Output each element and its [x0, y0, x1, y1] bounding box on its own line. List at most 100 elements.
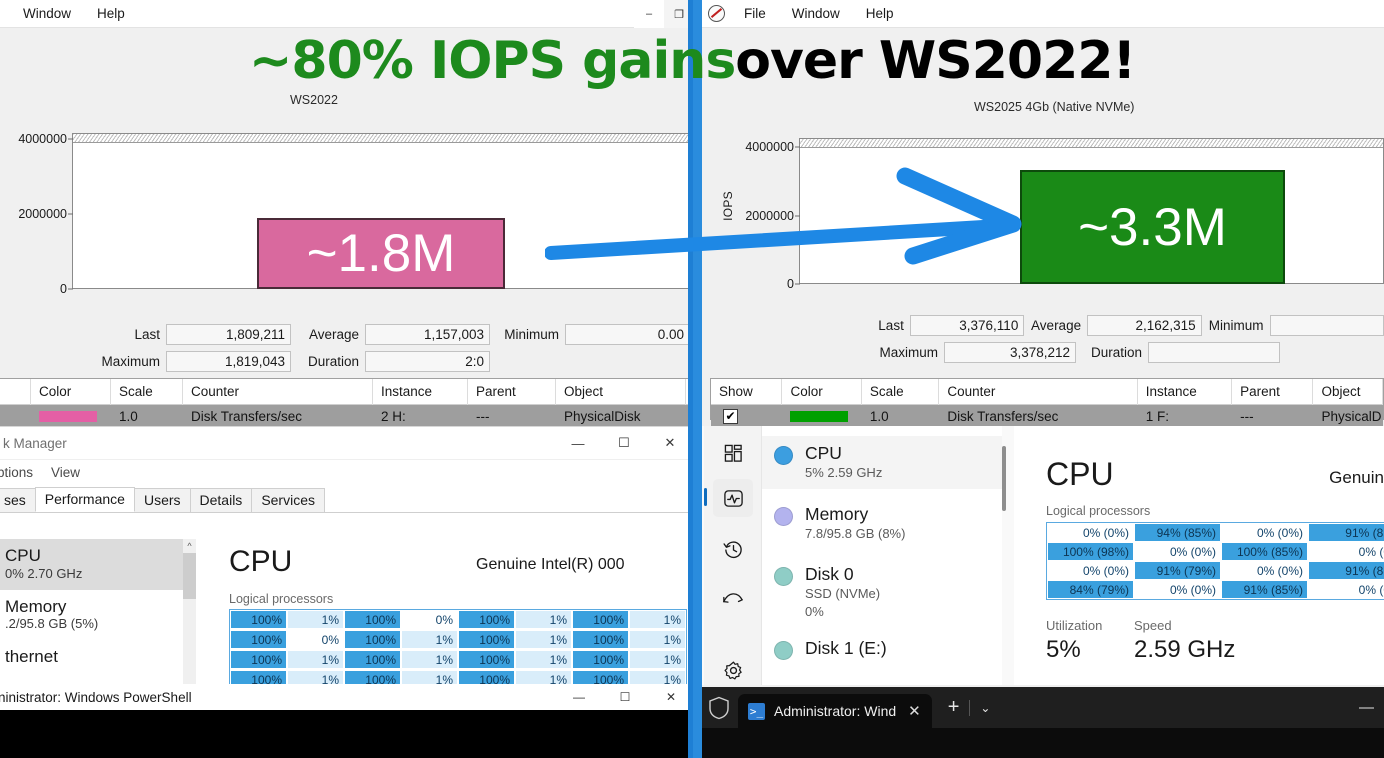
scrollbar-thumb[interactable]: [183, 553, 196, 599]
cell-show[interactable]: [0, 405, 31, 428]
value-maximum[interactable]: 1,819,043: [166, 351, 291, 372]
close-button[interactable]: ✕: [664, 435, 676, 450]
value-average[interactable]: 1,157,003: [365, 324, 490, 345]
col-show[interactable]: w: [0, 378, 31, 405]
value-minimum[interactable]: 0.00: [565, 324, 690, 345]
processes-icon-button[interactable]: [713, 434, 753, 472]
col-scale[interactable]: Scale: [111, 378, 183, 405]
value-duration[interactable]: [1148, 342, 1280, 363]
left-cpu-heading: CPU: [229, 545, 293, 578]
new-tab-button[interactable]: +: [947, 696, 960, 718]
left-ps-output[interactable]: 32,g0,34,g0,36,g0,38,g0,40,g0,42,g0,44,g…: [0, 710, 694, 758]
menu-window[interactable]: Window: [791, 6, 840, 21]
col-object[interactable]: Object: [556, 378, 686, 405]
col-parent[interactable]: Parent: [468, 378, 556, 405]
minimize-button[interactable]: —: [571, 435, 585, 451]
list-item-disk0[interactable]: Disk 0 SSD (NVMe) 0%: [762, 557, 1002, 627]
col-instance[interactable]: Instance: [1138, 378, 1233, 405]
counter-table-header: w Color Scale Counter Instance Parent Ob…: [0, 378, 693, 405]
maximize-button[interactable]: ☐: [618, 435, 630, 450]
close-button[interactable]: ✕: [665, 690, 677, 704]
maximize-button[interactable]: ☐: [619, 690, 631, 704]
right-logical-processors-grid: 0% (0%) 94% (85%) 0% (0%) 91% (85 100% (…: [1046, 522, 1384, 600]
value-minimum[interactable]: [1269, 315, 1384, 336]
tab-processes[interactable]: ses: [0, 488, 36, 512]
col-instance[interactable]: Instance: [373, 378, 468, 405]
label-last: Last: [134, 327, 160, 342]
cell-parent: ---: [476, 409, 490, 424]
tab-users[interactable]: Users: [133, 488, 191, 512]
right-tm-resource-list: CPU 5% 2.59 GHz Memory 7.8/95.8 GB (8%) …: [762, 426, 1002, 685]
col-object[interactable]: Object: [1313, 378, 1383, 405]
lp-cell: 0% (0%): [1134, 580, 1221, 599]
stats-row-1: Last 3,376,110 Average 2,162,315 Minimum: [694, 315, 1384, 336]
tab-details[interactable]: Details: [189, 488, 253, 512]
cell-color: [782, 405, 861, 428]
left-tm-sidebar-scrollbar[interactable]: ^: [183, 539, 196, 686]
settings-icon-button[interactable]: [713, 651, 753, 689]
menu-help[interactable]: Help: [865, 6, 894, 21]
tab-performance[interactable]: Performance: [34, 487, 135, 512]
right-perfmon-stats: Last 3,376,110 Average 2,162,315 Minimum…: [694, 315, 1384, 369]
menu-window[interactable]: Window: [23, 6, 72, 21]
value-last[interactable]: 3,376,110: [909, 315, 1025, 336]
menu-view[interactable]: View: [51, 465, 81, 480]
tab-services[interactable]: Services: [251, 488, 325, 512]
value-last[interactable]: 1,809,211: [166, 324, 291, 345]
value-average[interactable]: 2,162,315: [1087, 315, 1202, 336]
minimize-button[interactable]: –: [634, 0, 664, 28]
value-maximum[interactable]: 3,378,212: [944, 342, 1076, 363]
cell-show[interactable]: ✔: [711, 405, 782, 428]
menu-options[interactable]: ptions: [0, 465, 34, 480]
right-wt-output[interactable]: Starting diskspd instances...: [694, 728, 1384, 758]
terminal-tab-active[interactable]: >_ Administrator: Wind ✕: [738, 694, 932, 728]
list-item-memory[interactable]: Memory 7.8/95.8 GB (8%): [762, 497, 1002, 550]
lp-cell: 1%: [629, 610, 686, 629]
y-tick-2000000: 2000000: [745, 209, 794, 223]
startup-apps-icon-button[interactable]: [713, 579, 753, 617]
list-item-disk1[interactable]: Disk 1 (E:): [762, 631, 1002, 667]
col-show[interactable]: Show: [711, 378, 783, 405]
menu-help[interactable]: Help: [97, 6, 125, 21]
counter-table-row[interactable]: ✔ 1.0 Disk Transfers/sec 1 F: --- Physic…: [711, 405, 1383, 428]
chevron-down-icon[interactable]: ⌄: [980, 700, 991, 715]
counter-table-row[interactable]: 1.0 Disk Transfers/sec 2 H: --- Physical…: [0, 405, 693, 428]
col-parent[interactable]: Parent: [1232, 378, 1314, 405]
sidebar-item-cpu[interactable]: CPU 0% 2.70 GHz: [0, 539, 183, 590]
scroll-up-icon[interactable]: ^: [187, 541, 192, 551]
right-tm-rail: [704, 426, 762, 685]
plot-top-hatch: [73, 134, 694, 143]
col-counter[interactable]: Counter: [183, 378, 373, 405]
lp-cell: 1%: [515, 610, 572, 629]
cell-object: PhysicalDisk: [564, 409, 641, 424]
close-tab-icon[interactable]: ✕: [908, 703, 921, 720]
left-chart-plot: 4000000 2000000 0 ~1.8M: [18, 132, 694, 296]
col-color[interactable]: Color: [782, 378, 862, 405]
col-counter[interactable]: Counter: [939, 378, 1138, 405]
headline-annotation: ~80% IOPS gains over WS2022!: [0, 28, 1384, 94]
value-duration[interactable]: 2:0: [365, 351, 490, 372]
lp-cell: 91% (85%): [1221, 580, 1308, 599]
show-checkbox[interactable]: ✔: [723, 409, 738, 424]
pane-splitter: [688, 0, 702, 758]
app-history-icon-button[interactable]: [713, 530, 753, 568]
list-disk0-title: Disk 0: [805, 564, 854, 585]
list-item-cpu[interactable]: CPU 5% 2.59 GHz: [762, 436, 1002, 489]
cell-color: [31, 405, 111, 428]
sidebar-item-ethernet[interactable]: thernet: [0, 640, 183, 676]
disk0-dot-icon: [774, 567, 793, 587]
left-tm-window-buttons: — ☐ ✕: [555, 427, 693, 459]
shield-icon[interactable]: [708, 696, 730, 720]
col-scale[interactable]: Scale: [862, 378, 940, 405]
menu-file[interactable]: File: [744, 6, 766, 21]
performance-icon-button[interactable]: [713, 479, 753, 517]
lp-cell: 100% (98%): [1047, 542, 1134, 561]
right-tm-list-scrollbar[interactable]: [1002, 446, 1006, 511]
y-tick-4000000: 4000000: [18, 132, 67, 146]
col-color[interactable]: Color: [31, 378, 111, 405]
sidebar-item-memory[interactable]: Memory .2/95.8 GB (5%): [0, 590, 183, 641]
minimize-button[interactable]: —: [573, 690, 585, 704]
minimize-button[interactable]: —: [1359, 699, 1374, 716]
lp-cell: 1%: [287, 610, 344, 629]
lp-cell: 84% (79%): [1047, 580, 1134, 599]
